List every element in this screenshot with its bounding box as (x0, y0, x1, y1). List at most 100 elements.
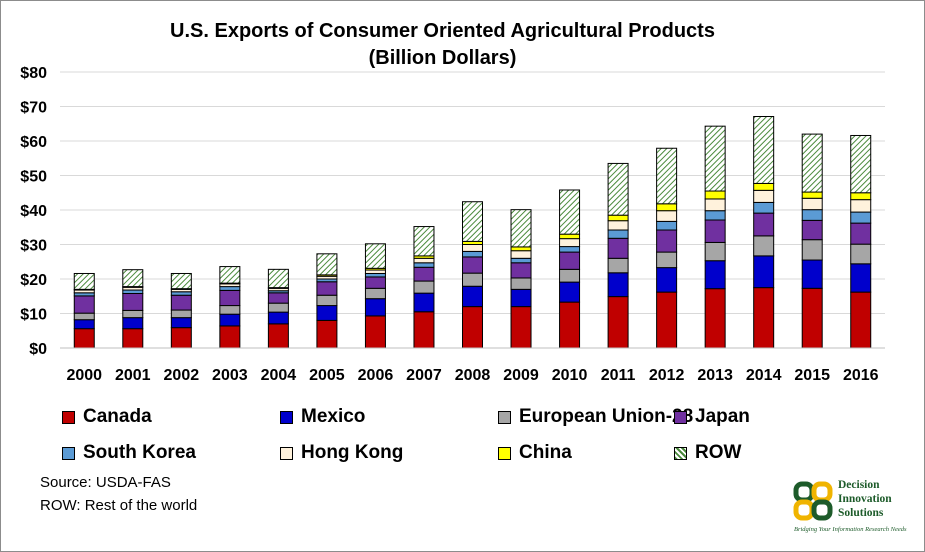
bar-segment-canada (607, 296, 629, 349)
x-tick-label: 2013 (697, 367, 733, 384)
bar-segment-row (510, 209, 532, 248)
x-tick-label: 2007 (406, 367, 442, 384)
bar-segment-european-union-28 (462, 272, 483, 287)
bar-segment-mexico (704, 260, 726, 290)
bar-segment-european-union-28 (559, 268, 581, 283)
bar-segment-european-union-28 (607, 257, 629, 274)
bar-segment-mexico (170, 317, 192, 329)
bar-segment-canada (850, 291, 872, 349)
bar-segment-canada (801, 287, 823, 349)
bar-segment-row (704, 125, 726, 192)
bar-segment-european-union-28 (413, 280, 435, 294)
bar-segment-european-union-28 (656, 251, 678, 269)
logo-knot-icon (793, 481, 833, 521)
bar-segment-row (170, 272, 192, 290)
legend-label: Hong Kong (301, 442, 404, 463)
x-tick-label: 2010 (552, 367, 588, 384)
bar-segment-china (656, 203, 678, 212)
bar-segment-canada (316, 319, 338, 349)
bar-segment-canada (219, 325, 241, 349)
bar-segment-row (559, 189, 581, 235)
bar-segment-china (607, 214, 629, 222)
bar-segment-mexico (122, 317, 144, 330)
bar-segment-row (73, 272, 95, 290)
legend-swatch (62, 446, 75, 460)
bar-segment-japan (753, 212, 775, 237)
bar-segment-mexico (267, 311, 289, 325)
legend-label: China (519, 442, 572, 463)
legend-item-row: ROW (674, 442, 741, 464)
bar-segment-japan (170, 294, 192, 311)
bar-segment-european-union-28 (219, 305, 241, 315)
y-tick-label: $60 (20, 134, 47, 151)
legend-swatch (674, 446, 687, 460)
bar-segment-hong-kong (364, 269, 386, 274)
bar-segment-mexico (656, 267, 678, 293)
bar-segment-japan (267, 292, 289, 304)
source-note: Source: USDA-FAS (40, 474, 171, 491)
bar-segment-european-union-28 (801, 239, 823, 261)
bar-segment-south-korea (656, 220, 678, 231)
y-tick-label: $70 (20, 100, 47, 117)
bar-segment-japan (462, 256, 483, 274)
bar-segment-canada (122, 328, 144, 349)
bar-segment-japan (656, 229, 678, 253)
y-tick-label: $30 (20, 238, 47, 255)
y-tick-label: $40 (20, 203, 47, 220)
bar-segment-canada (559, 301, 581, 349)
bar-segment-china (801, 191, 823, 199)
logo-line-2: Innovation (838, 493, 892, 505)
bar-segment-european-union-28 (170, 309, 192, 319)
bar-segment-canada (364, 315, 386, 349)
legend-label: Canada (83, 406, 152, 427)
bar-segment-row (801, 133, 823, 193)
bar-segment-japan (607, 237, 629, 259)
bar-segment-mexico (462, 285, 483, 308)
bar-segment-mexico (413, 292, 435, 313)
y-tick-label: $10 (20, 307, 47, 324)
legend-swatch (674, 410, 687, 424)
bar-segment-mexico (801, 259, 823, 289)
bar-segment-hong-kong (607, 220, 629, 231)
bar-segment-row (219, 266, 241, 284)
bar-segment-japan (364, 276, 386, 289)
x-tick-label: 2014 (746, 367, 782, 384)
bar-segment-hong-kong (413, 257, 435, 264)
bar-segment-row (267, 268, 289, 289)
bar-segment-european-union-28 (510, 277, 532, 290)
bar-segment-mexico (607, 272, 629, 298)
x-tick-label: 2003 (212, 367, 248, 384)
bar-segment-mexico (753, 255, 775, 289)
bar-segment-row (850, 134, 872, 194)
legend-item-hong-kong: Hong Kong (280, 442, 403, 464)
bar-segment-south-korea (704, 210, 726, 221)
bar-segment-china (753, 182, 775, 191)
bar-segment-japan (801, 219, 823, 241)
x-tick-label: 2016 (843, 367, 879, 384)
bar-segment-mexico (850, 263, 872, 293)
bar-segment-row (462, 201, 483, 242)
bar-segment-south-korea (753, 201, 775, 214)
bar-segment-south-korea (170, 291, 192, 296)
y-tick-label: $50 (20, 169, 47, 186)
legend-item-canada: Canada (62, 406, 152, 428)
x-tick-label: 2009 (503, 367, 539, 384)
legend-swatch (498, 410, 511, 424)
bar-segment-south-korea (510, 257, 532, 264)
bar-segment-mexico (559, 281, 581, 303)
bar-segment-mexico (316, 305, 338, 321)
bar-segment-hong-kong (510, 250, 532, 259)
bar-segment-south-korea (219, 286, 241, 291)
bar-segment-canada (73, 328, 95, 349)
y-tick-label: $0 (29, 341, 47, 358)
bar-segment-canada (267, 323, 289, 349)
bar-segment-row (607, 162, 629, 216)
bar-segment-canada (656, 291, 678, 349)
legend-item-mexico: Mexico (280, 406, 365, 428)
bar-segment-south-korea (559, 246, 581, 253)
y-tick-label: $20 (20, 272, 47, 289)
bar-segment-row (122, 269, 144, 288)
legend-item-japan: Japan (674, 406, 750, 428)
bar-segment-japan (219, 289, 241, 307)
x-tick-label: 2002 (164, 367, 200, 384)
